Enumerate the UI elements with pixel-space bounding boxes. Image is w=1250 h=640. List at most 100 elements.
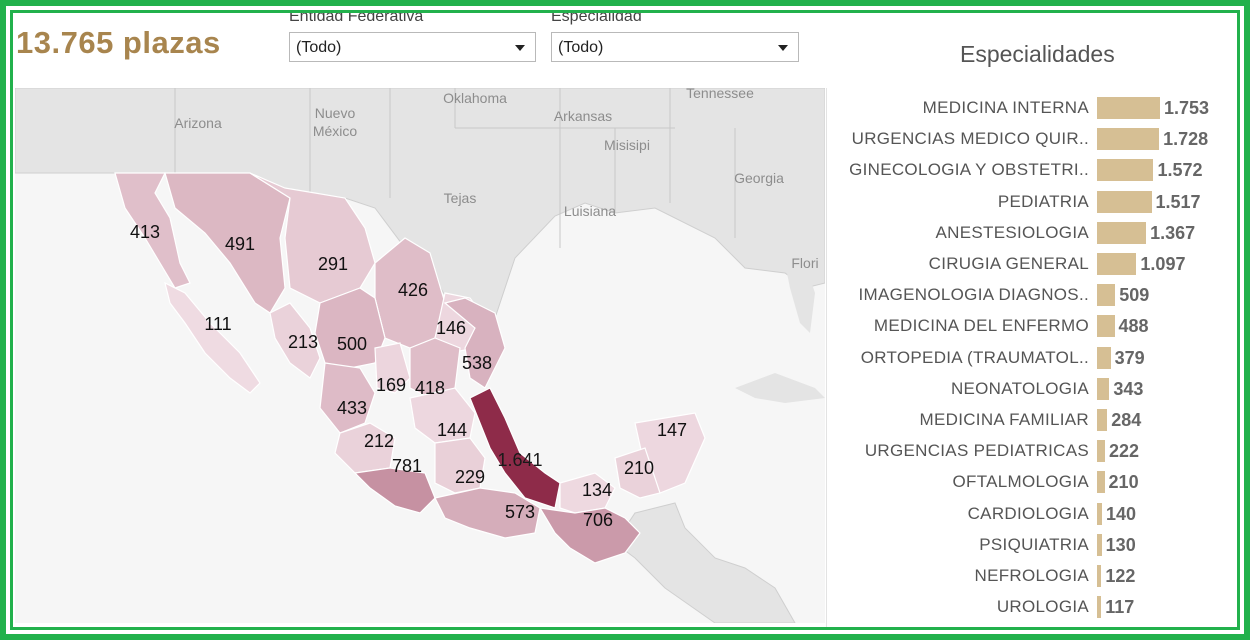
bar[interactable] [1097, 97, 1160, 119]
bar-row[interactable]: PEDIATRIA 1.517 [833, 189, 1233, 215]
bar-value-label: 1.728 [1163, 129, 1209, 150]
bar-row[interactable]: MEDICINA FAMILIAR 284 [833, 407, 1233, 433]
base-map-label: Arkansas [554, 108, 612, 124]
bar[interactable] [1097, 128, 1160, 151]
state-region[interactable] [314, 287, 386, 369]
bar[interactable] [1097, 253, 1137, 275]
bar-category-label: OFTALMOLOGIA [952, 472, 1089, 492]
state-region[interactable] [269, 302, 321, 379]
base-map-labels: Arizona Nuevo México Oklahoma Tennessee Arkan… [174, 88, 818, 271]
bar-category-label: CIRUGIA GENERAL [928, 254, 1089, 273]
bar-category-label: MEDICINA INTERNA [922, 98, 1089, 117]
state-value-label: 210 [624, 458, 654, 478]
state-value-label: 500 [337, 334, 367, 354]
bar[interactable] [1097, 409, 1108, 431]
state-value-label: 491 [225, 234, 255, 254]
total-plazas: 13.765 plazas [16, 25, 221, 60]
bar-row[interactable]: ANESTESIOLOGIA 1.367 [833, 220, 1233, 246]
base-map-label: Georgia [734, 170, 784, 186]
state-value-label: 213 [288, 332, 318, 352]
bar-row[interactable]: ORTOPEDIA (TRAUMATOL.. 379 [833, 345, 1233, 371]
filter-entidad-label: Entidad Federativa [289, 10, 424, 25]
bar[interactable] [1097, 159, 1154, 182]
bar-row[interactable]: IMAGENOLOGIA DIAGNOS.. 509 [833, 282, 1233, 308]
bar-value-label: 488 [1118, 316, 1149, 337]
bar-row[interactable]: NEONATOLOGIA 343 [833, 376, 1233, 402]
bar-value-label: 140 [1106, 503, 1137, 524]
filter-entidad-value: (Todo) [296, 39, 342, 56]
bar-value-label: 343 [1113, 378, 1144, 399]
bar[interactable] [1097, 346, 1111, 369]
bar-value-label: 222 [1108, 441, 1140, 462]
bar-row[interactable]: GINECOLOGIA Y OBSTETRI.. 1.572 [833, 157, 1233, 183]
bar-value-label: 1.367 [1150, 222, 1196, 243]
bar[interactable] [1097, 440, 1105, 463]
bar[interactable] [1097, 565, 1102, 587]
central-america-landmass [614, 502, 796, 623]
state-value-label: 229 [455, 467, 485, 487]
bar-category-label: UROLOGIA [996, 597, 1089, 617]
bar[interactable] [1097, 533, 1102, 556]
dropdown-arrow-icon[interactable] [515, 45, 525, 51]
state-value-label: 1.641 [497, 450, 542, 470]
bar-category-label: GINECOLOGIA Y OBSTETRI.. [849, 160, 1089, 180]
state-region[interactable] [319, 362, 376, 434]
bar-value-label: 1.097 [1140, 254, 1186, 274]
state-value-label: 111 [204, 314, 231, 334]
filter-especialidad-select[interactable]: (Todo) [551, 32, 799, 62]
bar-value-label: 130 [1105, 534, 1136, 555]
bar-row[interactable]: MEDICINA INTERNA 1.753 [833, 95, 1233, 121]
state-region[interactable] [374, 342, 411, 394]
bar[interactable] [1097, 221, 1147, 244]
bar-row[interactable]: CIRUGIA GENERAL 1.097 [833, 251, 1233, 277]
state-region[interactable] [164, 281, 261, 394]
state-region[interactable] [114, 172, 191, 289]
bar-row[interactable]: CARDIOLOGIA 140 [833, 501, 1233, 527]
bar-row[interactable]: UROLOGIA 117 [833, 594, 1233, 620]
bar[interactable] [1097, 471, 1105, 494]
state-region[interactable] [249, 172, 376, 304]
state-region[interactable] [434, 487, 541, 539]
bar-value-label: 1.572 [1157, 160, 1203, 181]
bar-category-label: URGENCIAS PEDIATRICAS [864, 441, 1089, 461]
state-value-label: 433 [337, 398, 367, 418]
state-value-label: 146 [436, 318, 466, 338]
bar-category-label: URGENCIAS MEDICO QUIR.. [851, 129, 1089, 149]
bar-row[interactable]: PSIQUIATRIA 130 [833, 532, 1233, 558]
dashboard: 13.765 plazas Entidad Federativa (Todo) … [10, 10, 1240, 630]
state-value-label: 212 [364, 431, 394, 451]
bar-value-label: 379 [1114, 347, 1145, 368]
bar[interactable] [1097, 315, 1115, 338]
bar-row[interactable]: NEFROLOGIA 122 [833, 563, 1233, 589]
map-panel[interactable]: Arizona Nuevo México Oklahoma Tennessee Arkan… [15, 88, 825, 623]
bar-row[interactable]: OFTALMOLOGIA 210 [833, 469, 1233, 495]
state-value-labels: 413 491 291 426 111 146 213 500 538 169 418 433 144 2… [130, 222, 687, 530]
bar[interactable] [1097, 502, 1103, 525]
bar-category-label: PSIQUIATRIA [979, 534, 1089, 554]
bar-row[interactable]: URGENCIAS MEDICO QUIR.. 1.728 [833, 126, 1233, 152]
bar[interactable] [1097, 596, 1102, 619]
bar-row[interactable]: URGENCIAS PEDIATRICAS 222 [833, 438, 1233, 464]
bar-row[interactable]: MEDICINA DEL ENFERMO 488 [833, 313, 1233, 339]
bar-value-label: 509 [1119, 285, 1150, 306]
state-region[interactable] [469, 387, 561, 509]
bar[interactable] [1097, 377, 1110, 400]
state-region[interactable] [353, 467, 436, 514]
filter-entidad-select[interactable]: (Todo) [289, 32, 536, 62]
state-value-label: 144 [437, 420, 467, 440]
bar-value-label: 1.517 [1155, 191, 1201, 212]
bar[interactable] [1097, 190, 1152, 213]
state-region[interactable] [443, 297, 506, 389]
state-value-label: 134 [582, 480, 612, 500]
state-region[interactable] [538, 507, 641, 564]
base-map-label: Misisipi [604, 137, 650, 153]
mexico-map[interactable]: Arizona Nuevo México Oklahoma Tennessee Arkan… [15, 88, 825, 623]
florida-landmass [785, 263, 815, 333]
base-map-label: Luisiana [564, 203, 616, 219]
dropdown-arrow-icon[interactable] [778, 45, 788, 51]
state-region[interactable] [614, 447, 661, 499]
bar[interactable] [1097, 284, 1116, 307]
us-state-borders [174, 88, 736, 248]
state-value-label: 538 [462, 353, 492, 373]
